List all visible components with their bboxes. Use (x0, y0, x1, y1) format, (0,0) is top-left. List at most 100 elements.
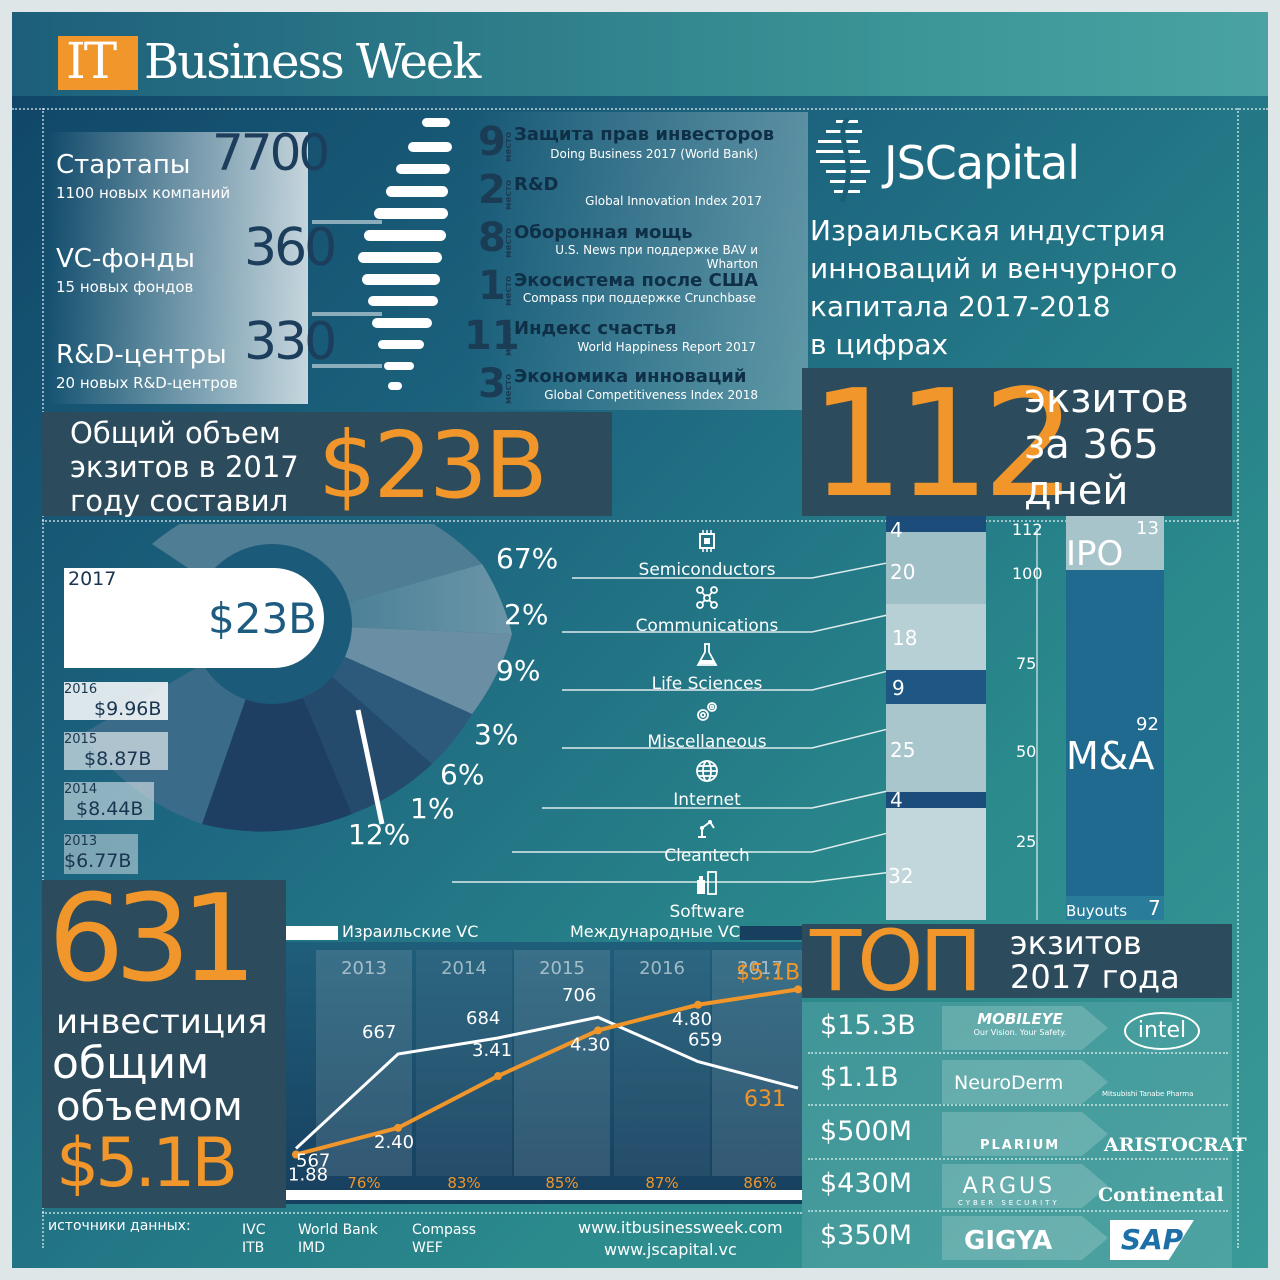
year-2014-label: 2014 (64, 782, 98, 797)
mobileye-wordmark: MOBILEYE (977, 1010, 1063, 1028)
buyer-logo-intel: intel (1124, 1012, 1200, 1050)
stat-sub-startups: 1100 новых компаний (56, 184, 231, 202)
source-ivc: IVC (242, 1222, 266, 1238)
divider-left (42, 108, 44, 1248)
exits-count-box (802, 368, 1232, 516)
ipo-label: IPO (1066, 534, 1124, 574)
segment-count: 4 (890, 788, 903, 812)
segment-5 (886, 792, 986, 808)
mobileye-slogan: Our Vision. Your Safety. (973, 1028, 1067, 1037)
line-chart: 2013 2014 2015 2016 2017 567 667 684 706 659 631 1.… (286, 950, 802, 1200)
segment-count: 20 (890, 560, 916, 584)
buyer-logo-aristocrat: ARISTOCRAT (1104, 1134, 1247, 1156)
exits-count-line1: экзитов (1024, 376, 1189, 422)
year-2015-card (64, 732, 168, 770)
ranking-place: место (504, 373, 514, 404)
ranking-title: R&D (514, 174, 559, 195)
source-imd: IMD (298, 1240, 325, 1256)
exit-value: $430M (820, 1168, 913, 1199)
jscapital-logo-icon (816, 118, 870, 202)
target-logo-mobileye: MOBILEYE Our Vision. Your Safety. (960, 1010, 1080, 1037)
pct-cleantech: 1% (410, 792, 455, 825)
buyouts-label: Buyouts (1066, 902, 1128, 920)
sector-label: Communications (635, 616, 779, 636)
investments-line3: объемом (56, 1084, 243, 1130)
sources-label: источники данных: (48, 1218, 191, 1234)
stat-value-startups: 7700 (212, 124, 330, 182)
buyer-logo-mitsubishi: Mitsubishi Tanabe Pharma (1102, 1090, 1194, 1098)
pct-miscellaneous: 3% (474, 718, 519, 751)
share-label-israeli: 76% (347, 1174, 380, 1192)
target-logo-plarium: PLARIUM (980, 1138, 1061, 1153)
divider-bottom (42, 1212, 802, 1214)
data-label-israeli: 684 (466, 1008, 500, 1029)
data-point-international (494, 1072, 502, 1081)
year-2015-value: $8.87B (84, 748, 152, 770)
pct-life-sciences: 9% (496, 654, 541, 687)
total-exits-line1: Общий объем (70, 416, 281, 450)
israel-map-bars (312, 118, 452, 390)
data-label-international: 1.88 (288, 1165, 328, 1186)
globe-icon (696, 760, 718, 782)
segment-4 (886, 704, 986, 792)
ranking-rank: 9 (478, 119, 506, 165)
segment-count: 18 (892, 626, 918, 650)
source-world-bank: World Bank (298, 1222, 378, 1238)
share-label-israeli: 86% (743, 1174, 776, 1192)
sector-item: Internet (612, 758, 802, 810)
pct-communications: 2% (504, 598, 549, 631)
stat-bar-startups (46, 132, 308, 224)
year-2013-value: $6.77B (64, 850, 132, 872)
year-2013-card (64, 834, 138, 874)
segment-2 (886, 604, 986, 670)
legend-intl-label: Международные VC (570, 922, 741, 941)
segment-1 (886, 532, 986, 604)
exit-row-divider (808, 1104, 1228, 1106)
x-tick-label: 2017 (737, 958, 783, 979)
total-exits-box (42, 412, 612, 516)
investments-line1: инвестиция (56, 1002, 268, 1042)
stat-bar-vc (46, 224, 308, 314)
ranking-place: место (504, 325, 514, 356)
year-2015-label: 2015 (64, 732, 98, 747)
axis-tick: 25 (1016, 832, 1037, 851)
exits-count-line3: дней (1024, 468, 1129, 514)
year-2014-value: $8.44B (76, 798, 144, 820)
data-label-israeli: 667 (362, 1022, 396, 1043)
url-itbusinessweek[interactable]: www.itbusinessweek.com (578, 1218, 783, 1237)
exit-value: $500M (820, 1116, 913, 1147)
url-jscapital[interactable]: www.jscapital.vc (604, 1240, 737, 1259)
sector-item: Software (612, 870, 802, 922)
exit-row-divider (808, 1158, 1228, 1160)
ranking-title: Оборонная мощь (514, 222, 693, 243)
sector-item: Miscellaneous (612, 700, 802, 752)
share-label-israeli: 85% (545, 1174, 578, 1192)
segment-count: 9 (892, 676, 905, 700)
ranking-rank: 1 (478, 263, 506, 309)
jscapital-brand: JSCapital (884, 136, 1080, 190)
year-2016-label: 2016 (64, 682, 98, 697)
exit-value: $1.1B (820, 1062, 899, 1093)
x-tick-label: 2016 (639, 958, 685, 979)
ranking-source: U.S. News при поддержке BAV и Wharton (555, 243, 758, 271)
year-2017-value: $23B (208, 594, 317, 643)
data-label-israeli: 631 (744, 1087, 786, 1112)
segment-count: 4 (890, 518, 903, 542)
ranking-rank: 2 (478, 167, 506, 213)
exit-value: $15.3B (820, 1010, 916, 1041)
year-2014-card (64, 782, 154, 820)
segment-column (886, 516, 986, 920)
pct-software: 12% (348, 818, 411, 851)
buyouts-block (1066, 896, 1164, 920)
top-exits-header (802, 924, 1232, 998)
infographic-canvas: IT Business Week Стартапы 1100 новых ком… (12, 12, 1268, 1268)
axis-line (1036, 528, 1038, 920)
ranking-place: место (504, 227, 514, 258)
logo-business-week: Business Week (144, 34, 481, 90)
data-label-international: 2.40 (374, 1132, 414, 1153)
series-line-israeli (294, 1015, 799, 1150)
data-label-israeli: 659 (688, 1030, 722, 1051)
year-2016-card (64, 682, 168, 720)
divider-mid (42, 520, 1238, 522)
ranking-place: место (504, 131, 514, 162)
